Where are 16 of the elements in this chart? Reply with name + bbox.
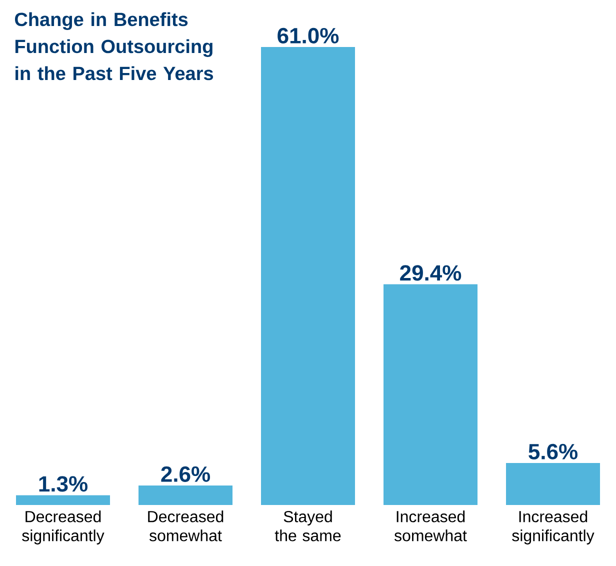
data-label: 5.6% bbox=[528, 444, 578, 460]
data-label: 1.3% bbox=[39, 476, 88, 492]
chart-title: Change in Benefits Function Outsourcing in the Past Five Years bbox=[14, 12, 214, 80]
x-tick-label: Decreased somewhat bbox=[148, 510, 224, 542]
x-tick-label: Stayed the same bbox=[274, 510, 341, 542]
data-label: 61.0% bbox=[278, 28, 339, 44]
bar bbox=[16, 495, 110, 505]
x-tick-label: Increased somewhat bbox=[394, 510, 467, 542]
bar bbox=[384, 284, 478, 505]
bar bbox=[261, 46, 356, 505]
bar bbox=[506, 462, 600, 505]
x-tick-label: Increased significantly bbox=[512, 510, 594, 544]
data-label: 29.4% bbox=[400, 265, 462, 281]
x-tick-label: Decreased significantly bbox=[22, 510, 104, 544]
bar bbox=[138, 485, 233, 505]
data-label: 2.6% bbox=[161, 466, 210, 482]
